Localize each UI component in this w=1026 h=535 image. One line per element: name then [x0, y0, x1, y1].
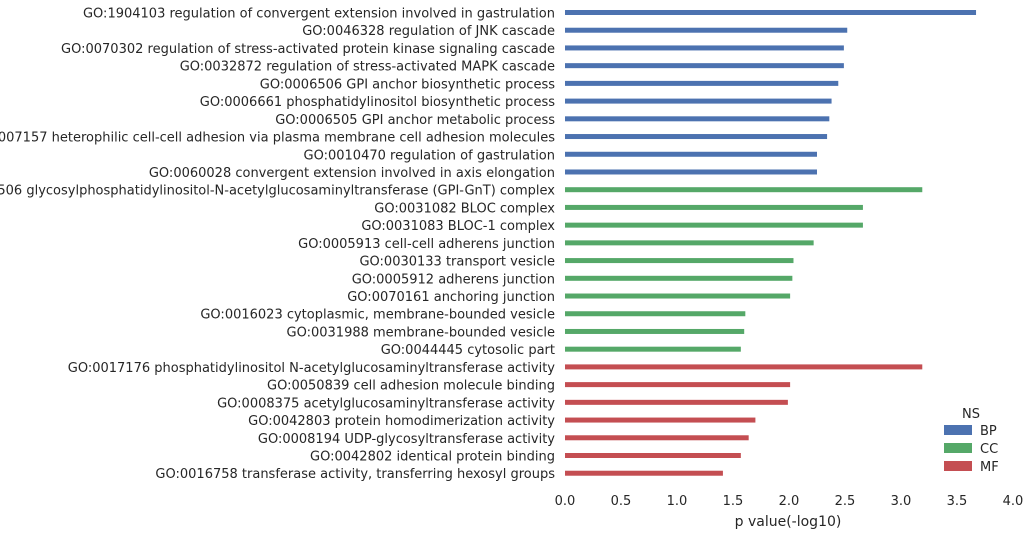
bar-bp — [565, 98, 832, 104]
bar-mf — [565, 435, 749, 441]
category-label: GO:0016758 transferase activity, transfe… — [155, 467, 555, 482]
category-label: GO:0016023 cytoplasmic, membrane-bounded… — [200, 308, 555, 323]
category-label: GO:0008194 UDP-glycosyltransferase activ… — [258, 432, 555, 447]
legend-swatch — [944, 425, 972, 435]
category-label: GO:0031083 BLOC-1 complex — [361, 219, 555, 234]
bar-mf — [565, 453, 741, 458]
bar-cc — [565, 328, 745, 334]
category-label: GO:0031988 membrane-bounded vesicle — [287, 325, 555, 340]
category-label: GO:0010470 regulation of gastrulation — [304, 148, 555, 163]
legend-swatch — [944, 443, 972, 453]
category-label: GO:0008375 acetylglucosaminyltransferase… — [217, 396, 555, 411]
legend-label: CC — [980, 442, 998, 457]
bar-mf — [565, 382, 791, 388]
category-label: GO:0031082 BLOC complex — [374, 201, 555, 216]
x-tick-label: 0.0 — [555, 494, 576, 509]
category-label: GO:0017176 phosphatidylinositol N-acetyl… — [68, 361, 556, 376]
category-label: GO:0046328 regulation of JNK cascade — [302, 24, 555, 39]
bar-bp — [565, 169, 817, 175]
x-tick-label: 2.0 — [779, 494, 800, 509]
x-tick-label: 3.0 — [891, 494, 912, 509]
x-tick-label: 0.5 — [611, 494, 632, 509]
legend-entries: BP CC MF — [944, 424, 999, 475]
x-axis-title: p value(-log10) — [735, 514, 842, 530]
bar-bp — [565, 134, 828, 140]
x-tick-label: 1.5 — [723, 494, 744, 509]
bar-bp — [565, 45, 844, 51]
x-tick-label: 2.5 — [835, 494, 856, 509]
bars-group — [565, 10, 977, 476]
category-label: GO:0042802 identical protein binding — [310, 450, 555, 465]
category-label: GO:0006661 phosphatidylinositol biosynth… — [200, 95, 555, 110]
bar-mf — [565, 417, 756, 423]
bar-mf — [565, 364, 923, 370]
category-label: GO:0050839 cell adhesion molecule bindin… — [267, 379, 555, 394]
category-label: GO:0005912 adherens junction — [352, 272, 555, 287]
category-label: GO:0032872 regulation of stress-activate… — [180, 60, 555, 75]
category-label: GO:0000506 glycosylphosphatidylinositol-… — [0, 184, 555, 199]
category-label: GO:0030133 transport vesicle — [359, 255, 555, 270]
category-label: GO:0060028 convergent extension involved… — [149, 166, 555, 181]
legend-swatch — [944, 461, 972, 471]
bar-bp — [565, 116, 830, 122]
bar-cc — [565, 293, 791, 299]
bar-cc — [565, 258, 794, 264]
bar-cc — [565, 222, 863, 228]
bar-mf — [565, 470, 723, 476]
bar-cc — [565, 240, 814, 246]
bar-cc — [565, 275, 793, 281]
category-label: GO:1904103 regulation of convergent exte… — [83, 7, 555, 22]
legend-title: NS — [962, 407, 980, 422]
bar-bp — [565, 151, 817, 157]
legend-label: BP — [980, 424, 997, 439]
x-tick-label: 4.0 — [1003, 494, 1024, 509]
bar-bp — [565, 63, 844, 69]
legend-label: MF — [980, 460, 999, 475]
bar-cc — [565, 187, 923, 193]
bar-cc — [565, 311, 746, 317]
bar-cc — [565, 204, 863, 210]
category-label: GO:0070302 regulation of stress-activate… — [61, 42, 555, 57]
x-tick-label: 3.5 — [947, 494, 968, 509]
category-label: GO:0042803 protein homodimerization acti… — [248, 414, 555, 429]
x-axis-ticks: 0.0 0.5 1.0 1.5 2.0 2.5 3.0 3.5 4.0 — [555, 494, 1024, 509]
bar-bp — [565, 80, 839, 86]
legend: NS BP CC MF — [944, 407, 999, 475]
category-label: GO:0006505 GPI anchor metabolic process — [275, 113, 555, 128]
bar-bp — [565, 27, 848, 33]
category-label: GO:0007157 heterophilic cell-cell adhesi… — [0, 131, 555, 146]
category-label: GO:0044445 cytosolic part — [381, 343, 555, 358]
x-tick-label: 1.0 — [667, 494, 688, 509]
category-label: GO:0006506 GPI anchor biosynthetic proce… — [260, 77, 555, 92]
bar-mf — [565, 399, 788, 405]
bar-bp — [565, 10, 977, 15]
category-label: GO:0070161 anchoring junction — [347, 290, 555, 305]
bar-cc — [565, 346, 741, 352]
category-label: GO:0005913 cell-cell adherens junction — [298, 237, 555, 252]
category-labels: GO:1904103 regulation of convergent exte… — [0, 7, 555, 483]
